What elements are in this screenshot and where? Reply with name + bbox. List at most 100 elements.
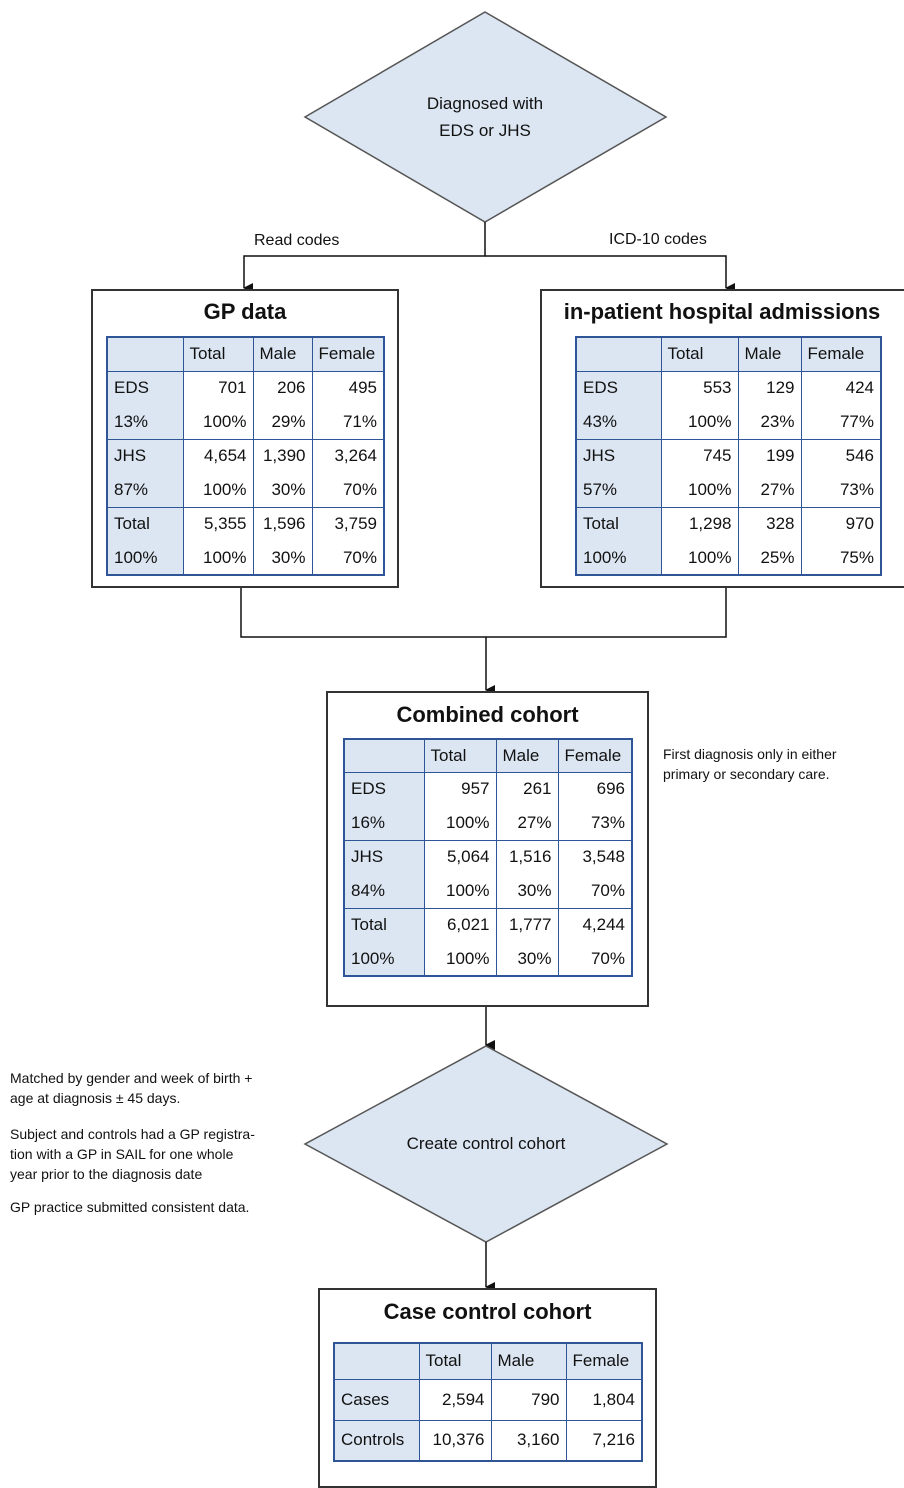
data-row: JHS 5,064 1,516 3,548 [343,839,633,874]
cell: 30% [252,473,313,507]
row-label: Controls [333,1419,420,1461]
cell: 206 [252,370,313,405]
header-cell: Female [557,739,633,773]
text-line: GP practice submitted consistent data. [10,1199,250,1215]
data-row: 16% 100% 27% 73% [343,806,633,840]
row-label: EDS [106,370,184,405]
cell: 70% [557,942,633,976]
text-line: EDS or JHS [439,121,531,140]
data-row: Controls 10,376 3,160 7,216 [333,1419,643,1461]
cell: 100% [660,405,739,439]
cell: 100% [423,806,497,840]
cell: 100% [660,473,739,507]
box-title: in-patient hospital admissions [563,299,881,324]
control-note: Subject and controls had a GP registra- … [10,1124,255,1184]
cell: 2,594 [418,1378,492,1420]
control-note: GP practice submitted consistent data. [10,1197,249,1217]
cell: 77% [800,405,882,439]
cell: 70% [557,874,633,908]
cell: 75% [800,541,882,575]
table: Total Male Female EDS 553 129 424 43% 100% 23% 77%… [575,336,882,576]
row-label: 43% [575,405,662,439]
data-row: Cases 2,594 790 1,804 [333,1378,643,1420]
data-table: Total Male Female EDS 957 261 696 16% 100% 27% 73%… [343,738,633,977]
table-body: Total Male Female EDS 957 261 696 16% 100% 27% 73%… [343,739,633,976]
merge-line [240,587,727,638]
cell: 100% [182,473,254,507]
cell: 261 [495,771,559,806]
cell: 495 [311,370,385,405]
row-label: Total [343,907,425,942]
table-body: Total Male Female EDS 553 129 424 43% 100% 23% 77%… [575,337,882,575]
header-cell [333,1343,420,1380]
cell: 30% [495,942,559,976]
cell: 27% [495,806,559,840]
cell: 546 [800,438,882,473]
cell: 5,355 [182,506,254,541]
header-cell: Total [182,337,254,372]
cell: 100% [423,874,497,908]
header-cell: Male [252,337,313,372]
data-row: Total 5,355 1,596 3,759 [106,506,385,541]
text-line: year prior to the diagnosis date [10,1166,203,1182]
arrow [485,255,735,293]
row-label: EDS [575,370,662,405]
cell: 3,548 [557,839,633,874]
data-row: 100% 100% 30% 70% [106,541,385,575]
row-label: JHS [343,839,425,874]
row-label: 100% [343,942,425,976]
data-row: EDS 553 129 424 [575,370,882,405]
text-line: Subject and controls had a GP registra- [10,1126,255,1142]
edge-label: Read codes [254,232,340,249]
data-row: 13% 100% 29% 71% [106,405,385,439]
table-body: Total Male Female Cases 2,594 790 1,804 Control… [333,1343,643,1461]
header-cell [106,337,184,372]
header-cell [575,337,662,372]
cell: 1,298 [660,506,739,541]
data-row: 87% 100% 30% 70% [106,473,385,507]
row-label: EDS [343,771,425,806]
cell: 4,244 [557,907,633,942]
cell: 27% [737,473,802,507]
cell: 129 [737,370,802,405]
header-cell: Total [418,1343,492,1380]
table-body: Total Male Female EDS 701 206 495 13% 100% 29% 71%… [106,337,385,575]
cell: 100% [423,942,497,976]
cell: 424 [800,370,882,405]
cell: 1,804 [565,1378,643,1420]
header-cell: Total [660,337,739,372]
cell: 1,516 [495,839,559,874]
cell: 30% [495,874,559,908]
header-cell: Female [800,337,882,372]
edge-label: ICD-10 codes [609,231,707,248]
row-label: 100% [106,541,184,575]
cell: 701 [182,370,254,405]
cell: 7,216 [565,1419,643,1461]
data-row: Total 1,298 328 970 [575,506,882,541]
data-table: Total Male Female Cases 2,594 790 1,804 Control… [333,1342,643,1462]
text-line: age at diagnosis ± 45 days. [10,1090,181,1106]
text-line: Matched by gender and week of birth + [10,1070,253,1086]
header-cell: Male [495,739,559,773]
cell: 328 [737,506,802,541]
table: Total Male Female EDS 701 206 495 13% 100% 29% 71%… [106,336,385,576]
cell: 100% [182,541,254,575]
cell: 1,777 [495,907,559,942]
header-cell: Total [423,739,497,773]
box-title: Combined cohort [396,702,579,727]
cell: 553 [660,370,739,405]
cell: 70% [311,541,385,575]
data-table: Total Male Female EDS 701 206 495 13% 100% 29% 71%… [106,336,385,576]
cell: 696 [557,771,633,806]
combined-note: First diagnosis only in either primary o… [663,744,837,784]
start-label: Diagnosed with EDS or JHS [385,90,585,144]
cell: 6,021 [423,907,497,942]
cell: 199 [737,438,802,473]
data-row: 100% 100% 30% 70% [343,942,633,976]
cell: 1,390 [252,438,313,473]
row-label: 100% [575,541,662,575]
cell: 23% [737,405,802,439]
data-table: Total Male Female EDS 553 129 424 43% 100% 23% 77%… [575,336,882,576]
cell: 73% [800,473,882,507]
cell: 1,596 [252,506,313,541]
